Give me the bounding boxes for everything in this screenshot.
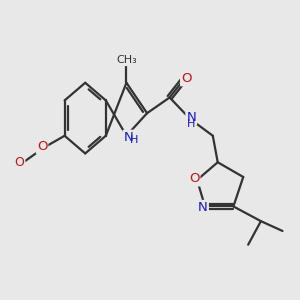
Text: N: N	[186, 111, 196, 124]
Text: O: O	[181, 72, 192, 85]
Text: H: H	[130, 135, 139, 145]
Text: N: N	[124, 131, 133, 144]
Text: H: H	[187, 119, 195, 130]
Text: O: O	[189, 172, 200, 185]
Text: O: O	[14, 156, 24, 169]
Text: N: N	[198, 201, 208, 214]
Text: CH₃: CH₃	[116, 55, 137, 65]
Text: O: O	[37, 140, 47, 153]
